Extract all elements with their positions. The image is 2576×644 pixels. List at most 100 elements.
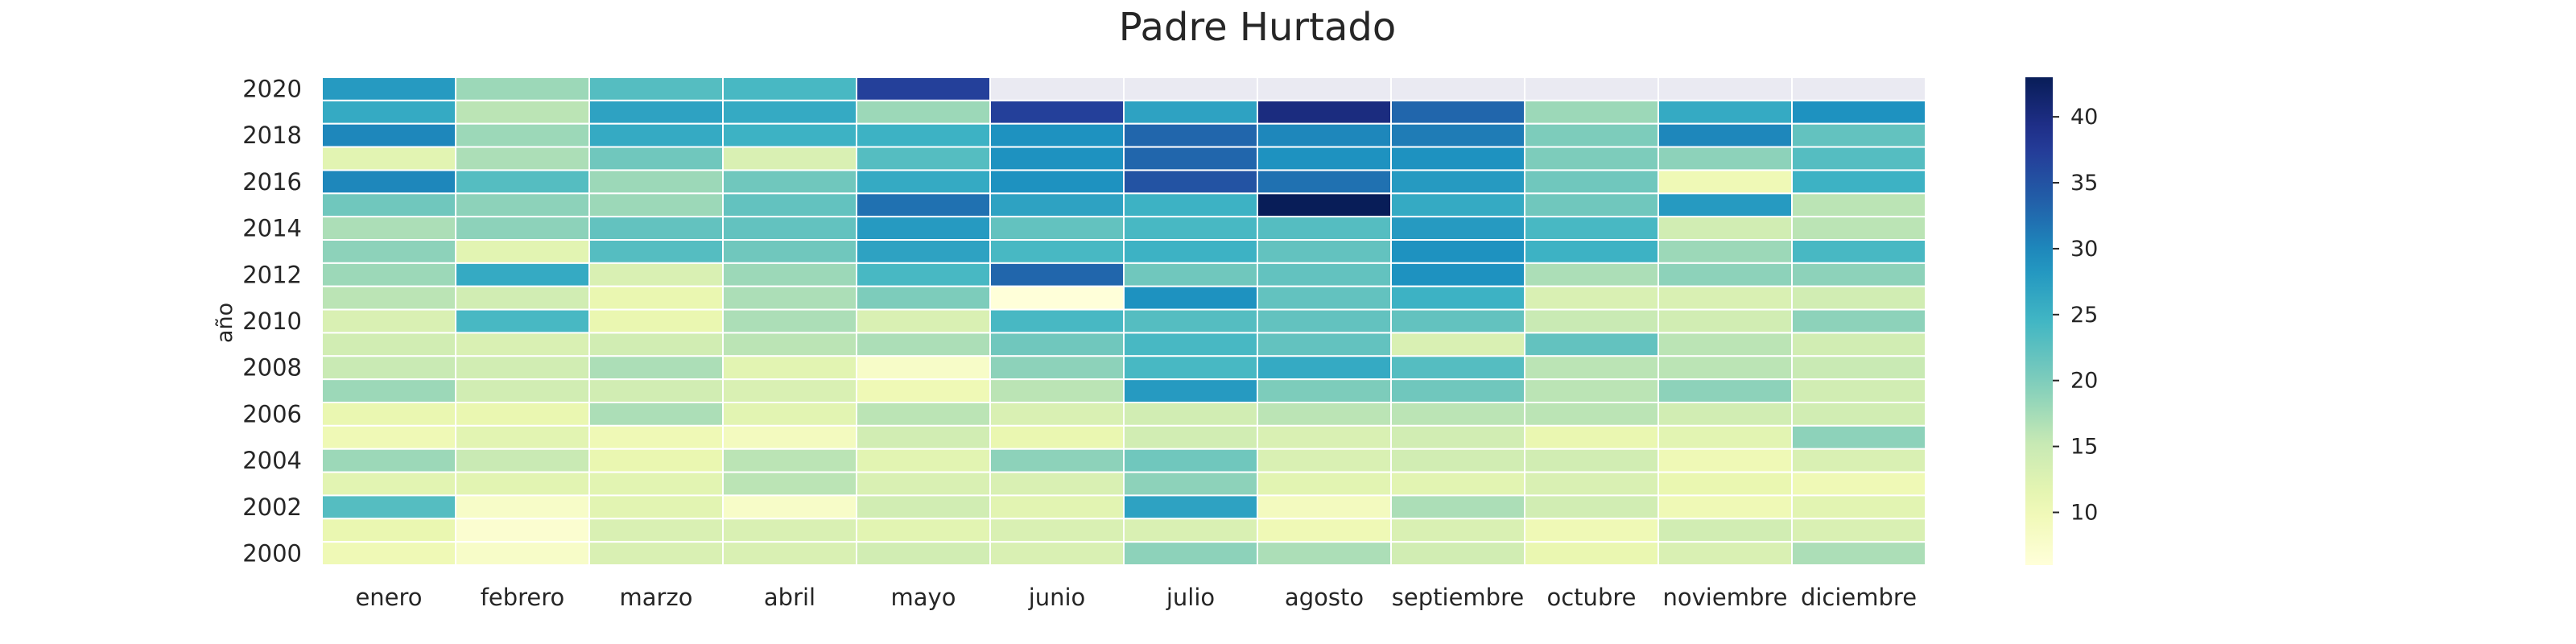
heatmap-cell <box>1257 76 1392 101</box>
heatmap-cell <box>1390 471 1525 497</box>
heatmap-cell <box>321 76 456 101</box>
heatmap-cell <box>588 146 724 171</box>
y-tick-label: 2006 <box>242 400 302 427</box>
x-tick-label: febrero <box>481 584 565 611</box>
heatmap-cell <box>1257 424 1392 450</box>
heatmap-cell <box>1257 285 1392 311</box>
heatmap-cell <box>1657 308 1793 334</box>
heatmap-cell <box>1123 285 1258 311</box>
heatmap-cell <box>1657 285 1793 311</box>
heatmap-cell <box>1524 239 1659 264</box>
heatmap-cell <box>455 448 590 473</box>
heatmap-cell <box>989 216 1125 241</box>
y-tick-label: 2010 <box>242 308 302 335</box>
heatmap-cell <box>1657 262 1793 287</box>
heatmap-cell <box>1257 471 1392 497</box>
heatmap-cell <box>321 285 456 311</box>
x-tick-label: octubre <box>1547 584 1637 611</box>
x-tick-label: junio <box>1028 584 1086 611</box>
heatmap-cell <box>722 285 857 311</box>
heatmap-cell <box>1123 262 1258 287</box>
heatmap-cell <box>1524 471 1659 497</box>
heatmap-cell <box>588 99 724 125</box>
heatmap-cell <box>856 216 991 241</box>
heatmap-cell <box>588 262 724 287</box>
heatmap-cell <box>1257 122 1392 148</box>
heatmap-cell <box>1524 285 1659 311</box>
heatmap-cell <box>588 192 724 218</box>
heatmap-cell <box>856 169 991 195</box>
heatmap-cell <box>856 518 991 543</box>
heatmap-cell <box>989 332 1125 357</box>
heatmap-cell <box>1123 76 1258 101</box>
heatmap-cell <box>1257 378 1392 403</box>
heatmap-cell <box>1524 424 1659 450</box>
heatmap-cell <box>722 378 857 403</box>
heatmap-cell <box>1390 402 1525 427</box>
heatmap-cell <box>1657 76 1793 101</box>
heatmap-cell <box>856 378 991 403</box>
heatmap-cell <box>1257 541 1392 567</box>
heatmap-cell <box>588 76 724 101</box>
heatmap-cell <box>1524 146 1659 171</box>
heatmap-cell <box>588 494 724 520</box>
heatmap-cell <box>722 355 857 381</box>
heatmap-cell <box>1257 355 1392 381</box>
x-tick-label: marzo <box>620 584 693 611</box>
heatmap-cell <box>455 216 590 241</box>
heatmap-cell <box>722 332 857 357</box>
heatmap-cell <box>722 99 857 125</box>
heatmap-cell <box>722 471 857 497</box>
heatmap-cell <box>1257 146 1392 171</box>
heatmap-cell <box>989 471 1125 497</box>
heatmap-cell <box>1791 494 1926 520</box>
heatmap-cell <box>1791 355 1926 381</box>
heatmap-cell <box>1390 146 1525 171</box>
x-tick-label: abril <box>764 584 815 611</box>
heatmap-cell <box>1123 239 1258 264</box>
heatmap-cell <box>1657 332 1793 357</box>
heatmap-cell <box>722 518 857 543</box>
y-tick-label: 2018 <box>242 122 302 149</box>
heatmap-cell <box>1257 192 1392 218</box>
heatmap-cell <box>856 99 991 125</box>
x-tick-label: mayo <box>891 584 956 611</box>
heatmap-cell <box>1524 378 1659 403</box>
heatmap-cell <box>1791 541 1926 567</box>
heatmap-cell <box>321 378 456 403</box>
heatmap-cell <box>1524 76 1659 101</box>
heatmap-cell <box>722 216 857 241</box>
heatmap-cell <box>1791 216 1926 241</box>
heatmap-cell <box>455 146 590 171</box>
heatmap-cell <box>722 402 857 427</box>
heatmap-cell <box>1524 448 1659 473</box>
heatmap-cell <box>1257 448 1392 473</box>
heatmap-cell <box>989 122 1125 148</box>
x-tick-label: diciembre <box>1801 584 1917 611</box>
heatmap-cell <box>722 448 857 473</box>
heatmap-cell <box>1390 355 1525 381</box>
heatmap-cell <box>989 262 1125 287</box>
heatmap-cell <box>989 308 1125 334</box>
heatmap-cell <box>856 262 991 287</box>
heatmap-cell <box>588 471 724 497</box>
heatmap-cell <box>1390 541 1525 567</box>
heatmap-cell <box>1524 494 1659 520</box>
colorbar-tick-label: 30 <box>2070 237 2098 262</box>
heatmap-cell <box>588 448 724 473</box>
heatmap-cell <box>1791 76 1926 101</box>
heatmap-cell <box>1390 308 1525 334</box>
heatmap-cell <box>1390 76 1525 101</box>
heatmap-cell <box>1123 99 1258 125</box>
heatmap-cell <box>1791 285 1926 311</box>
y-tick-label: 2016 <box>242 168 302 196</box>
heatmap-cell <box>1791 192 1926 218</box>
heatmap-cell <box>1657 494 1793 520</box>
heatmap-cell <box>321 402 456 427</box>
heatmap-cell <box>321 448 456 473</box>
heatmap-cell <box>1390 424 1525 450</box>
heatmap-cell <box>1257 518 1392 543</box>
x-axis-month-labels: enero febrero marzo abril mayo junio julio agos… <box>355 584 1917 611</box>
heatmap-cell <box>1657 448 1793 473</box>
heatmap-cell <box>588 169 724 195</box>
